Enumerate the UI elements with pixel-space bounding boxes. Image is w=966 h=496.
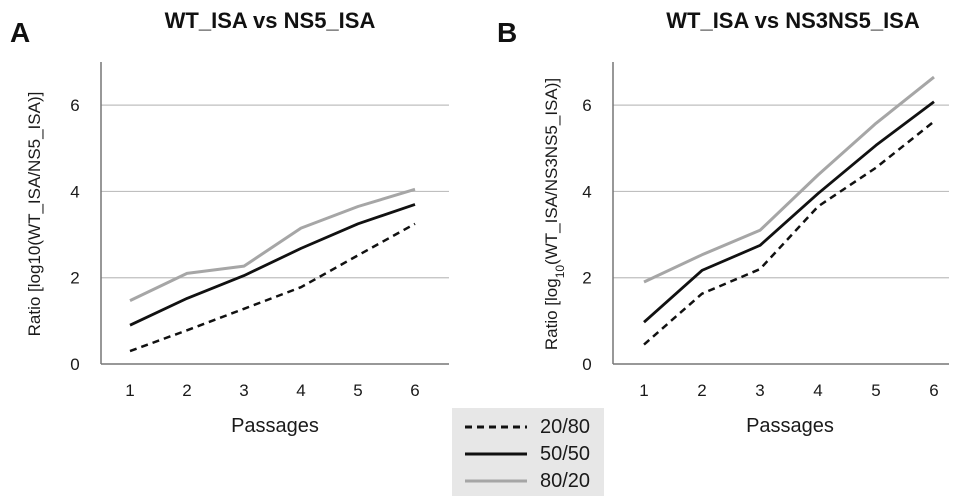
chart-panel-a: A WT_ISA vs NS5_ISA 0 2 4 6 1 2 3 4 5 6 Passages Rati… bbox=[10, 8, 449, 437]
y-tick-label: 0 bbox=[70, 355, 79, 374]
y-tick-label: 4 bbox=[582, 182, 591, 201]
legend: 20/80 50/50 80/20 bbox=[452, 408, 604, 496]
y-tick-label: 2 bbox=[582, 269, 591, 288]
series-line-50-50 bbox=[643, 100, 935, 324]
series-line-20-80 bbox=[643, 120, 935, 346]
x-tick-label: 4 bbox=[813, 381, 822, 400]
x-tick-label: 3 bbox=[239, 381, 248, 400]
x-tick-label: 1 bbox=[639, 381, 648, 400]
panel-letter: B bbox=[497, 17, 517, 48]
series-line-20-80 bbox=[129, 222, 416, 353]
x-tick-label: 2 bbox=[697, 381, 706, 400]
x-tick-label: 3 bbox=[755, 381, 764, 400]
panel-letter: A bbox=[10, 17, 30, 48]
x-tick-label: 2 bbox=[182, 381, 191, 400]
x-axis-label: Passages bbox=[231, 415, 319, 437]
legend-label: 80/20 bbox=[540, 470, 590, 492]
y-tick-label: 0 bbox=[582, 355, 591, 374]
x-axis-label: Passages bbox=[746, 415, 834, 437]
x-tick-label: 4 bbox=[296, 381, 305, 400]
series-line-80-20 bbox=[129, 187, 416, 302]
y-tick-label: 2 bbox=[70, 269, 79, 288]
y-tick-label: 4 bbox=[70, 182, 79, 201]
legend-label: 20/80 bbox=[540, 416, 590, 438]
x-tick-label: 6 bbox=[410, 381, 419, 400]
y-tick-label: 6 bbox=[582, 96, 591, 115]
y-axis-label: Ratio [log10(WT_ISA/NS5_ISA)] bbox=[25, 92, 44, 337]
series-line-80-20 bbox=[643, 75, 935, 284]
x-tick-label: 6 bbox=[929, 381, 938, 400]
chart-title: WT_ISA vs NS5_ISA bbox=[165, 8, 376, 33]
x-tick-label: 5 bbox=[353, 381, 362, 400]
legend-label: 50/50 bbox=[540, 443, 590, 465]
chart-title: WT_ISA vs NS3NS5_ISA bbox=[666, 8, 920, 33]
y-tick-label: 6 bbox=[70, 96, 79, 115]
x-tick-label: 5 bbox=[871, 381, 880, 400]
chart-panel-b: B WT_ISA vs NS3NS5_ISA 0 2 4 6 1 2 3 4 5 6 Passages R… bbox=[497, 8, 949, 437]
series-line-50-50 bbox=[129, 203, 416, 327]
x-tick-label: 1 bbox=[125, 381, 134, 400]
y-axis-label: Ratio [log10(WT_ISA/NS3NS5_ISA)] bbox=[542, 78, 567, 350]
